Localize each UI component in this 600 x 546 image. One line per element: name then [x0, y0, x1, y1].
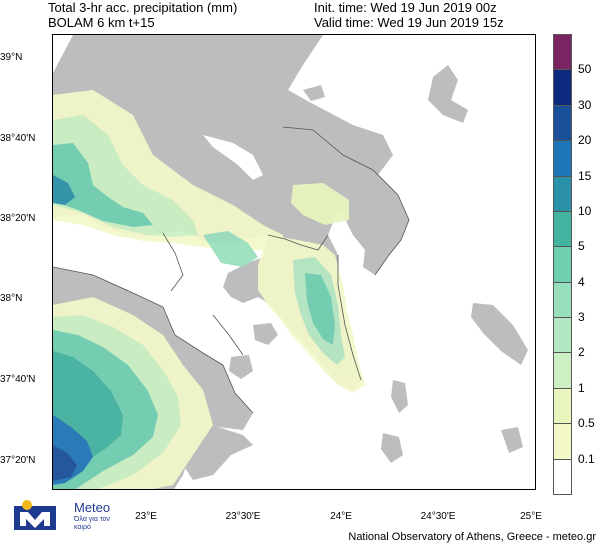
colorbar-segment — [553, 387, 572, 425]
precip-5-northeast — [203, 231, 258, 267]
precip-5-attica — [305, 273, 335, 345]
colorbar-label: 4 — [578, 274, 585, 289]
border-attica — [267, 234, 362, 381]
lat-label-38-40: 38°40'N — [0, 133, 36, 144]
sea-maliakos-gulf — [203, 135, 263, 180]
footer-credit: National Observatory of Athens, Greece -… — [348, 531, 596, 543]
colorbar-segment — [553, 34, 572, 71]
colorbar-label: 15 — [578, 168, 592, 183]
land-aegina — [229, 355, 253, 379]
lat-label-37-40: 37°40'N — [0, 374, 36, 385]
colorbar-label: 2 — [578, 345, 585, 360]
colorbar-label: 0.5 — [578, 416, 595, 431]
land-skyros — [428, 65, 468, 123]
colorbar-segment — [553, 281, 572, 319]
land-syros — [501, 427, 523, 453]
colorbar-label: 30 — [578, 97, 592, 112]
lon-label-23: 23°E — [135, 511, 157, 522]
land-islet-north — [303, 85, 325, 101]
precip-15-north — [53, 175, 75, 205]
land-kythnos — [381, 433, 403, 463]
colorbar-label: 0.1 — [578, 451, 595, 466]
map-canvas — [53, 35, 535, 489]
model-label: BOLAM 6 km t+15 — [48, 15, 155, 30]
colorbar-segment — [553, 317, 572, 354]
lat-label-38-20: 38°20'N — [0, 213, 36, 224]
precip-30-peloponnese — [53, 445, 77, 481]
colorbar-segment — [553, 104, 572, 142]
border-evia — [282, 126, 410, 276]
precip-5-north — [53, 143, 153, 227]
valid-time: Valid time: Wed 19 Jun 2019 15z — [314, 15, 504, 30]
init-time: Init. time: Wed 19 Jun 2019 00z — [314, 0, 497, 15]
chart-title: Total 3-hr acc. precipitation (mm) — [48, 0, 238, 15]
colorbar-label: 5 — [578, 239, 585, 254]
meteo-logo: Meteo Όλα για τον καιρό — [14, 496, 134, 536]
precipitation-map — [52, 34, 536, 490]
colorbar-segment — [553, 175, 572, 212]
colorbar-segment — [553, 458, 572, 495]
colorbar-segment — [553, 69, 572, 106]
colorbar-segment — [553, 423, 572, 460]
precip-1-euboea — [291, 183, 349, 225]
lon-label-25: 25°E — [520, 511, 542, 522]
colorbar — [553, 34, 572, 495]
lon-label-24: 24°E — [330, 511, 352, 522]
colorbar-label: 10 — [578, 203, 592, 218]
meteo-logo-icon — [14, 500, 56, 530]
lat-label-38: 38°N — [0, 293, 23, 304]
colorbar-label: 3 — [578, 310, 585, 325]
colorbar-segment — [553, 210, 572, 248]
colorbar-segment — [553, 246, 572, 283]
lat-label-39: 39°N — [0, 52, 23, 63]
colorbar-label: 50 — [578, 62, 592, 77]
colorbar-segment — [553, 140, 572, 177]
logo-tagline: Όλα για τον καιρό — [74, 516, 110, 531]
border-lines — [53, 126, 410, 414]
colorbar-segment — [553, 352, 572, 389]
colorbar-label: 20 — [578, 133, 592, 148]
lat-label-37-20: 37°20'N — [0, 455, 36, 466]
precipitation-layer — [53, 90, 365, 489]
land-andros — [471, 303, 528, 365]
land-salamina — [253, 323, 278, 345]
lon-label-24-30: 24°30'E — [420, 511, 456, 522]
colorbar-label: 1 — [578, 380, 585, 395]
land-kea — [391, 380, 408, 413]
border-interior — [162, 232, 244, 356]
border-peloponnese — [53, 266, 254, 414]
lon-label-23-30: 23°30'E — [225, 511, 261, 522]
logo-name: Meteo — [74, 500, 111, 515]
